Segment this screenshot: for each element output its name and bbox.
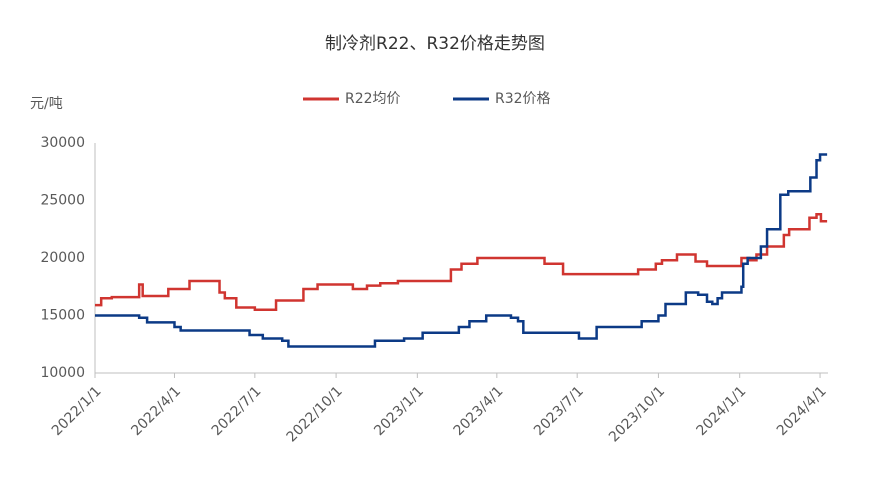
x-tick-label: 2022/10/1 [284,383,346,445]
x-tick-label: 2022/1/1 [49,383,105,439]
x-tick-label: 2023/7/1 [531,383,587,439]
chart-title: 制冷剂R22、R32价格走势图 [325,34,545,54]
series-line [95,153,828,348]
y-tick-label: 30000 [40,135,85,151]
y-tick-label: 20000 [40,250,85,266]
x-tick-label: 2023/4/1 [451,383,507,439]
x-tick-label: 2024/1/1 [694,383,750,439]
y-axis-label: 元/吨 [30,96,63,112]
x-tick-label: 2022/4/1 [128,383,184,439]
y-tick-label: 25000 [40,193,85,209]
series-line [95,213,828,311]
x-tick-label: 2024/4/1 [774,383,830,439]
y-tick-label: 15000 [40,308,85,324]
x-tick-label: 2023/1/1 [371,383,427,439]
legend-label: R32价格 [495,91,551,107]
y-tick-label: 10000 [40,365,85,381]
x-tick-label: 2022/7/1 [209,383,265,439]
x-tick-label: 2023/10/1 [606,383,668,445]
legend-label: R22均价 [345,91,401,107]
